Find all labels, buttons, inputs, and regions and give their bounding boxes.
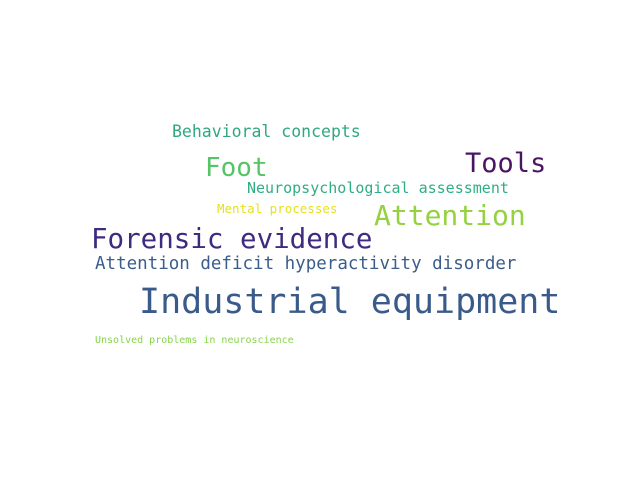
word-unsolved-problems: Unsolved problems in neuroscience <box>95 335 294 346</box>
word-behavioral-concepts: Behavioral concepts <box>172 122 361 141</box>
word-forensic-evidence: Forensic evidence <box>91 223 373 255</box>
word-industrial-equipment: Industrial equipment <box>139 282 561 322</box>
word-tools: Tools <box>465 148 547 179</box>
word-adhd: Attention deficit hyperactivity disorder <box>95 254 517 274</box>
word-attention: Attention <box>374 199 526 232</box>
word-foot: Foot <box>205 153 268 183</box>
word-mental-processes: Mental processes <box>217 201 338 216</box>
word-neuropsychological-assessment: Neuropsychological assessment <box>247 179 509 197</box>
